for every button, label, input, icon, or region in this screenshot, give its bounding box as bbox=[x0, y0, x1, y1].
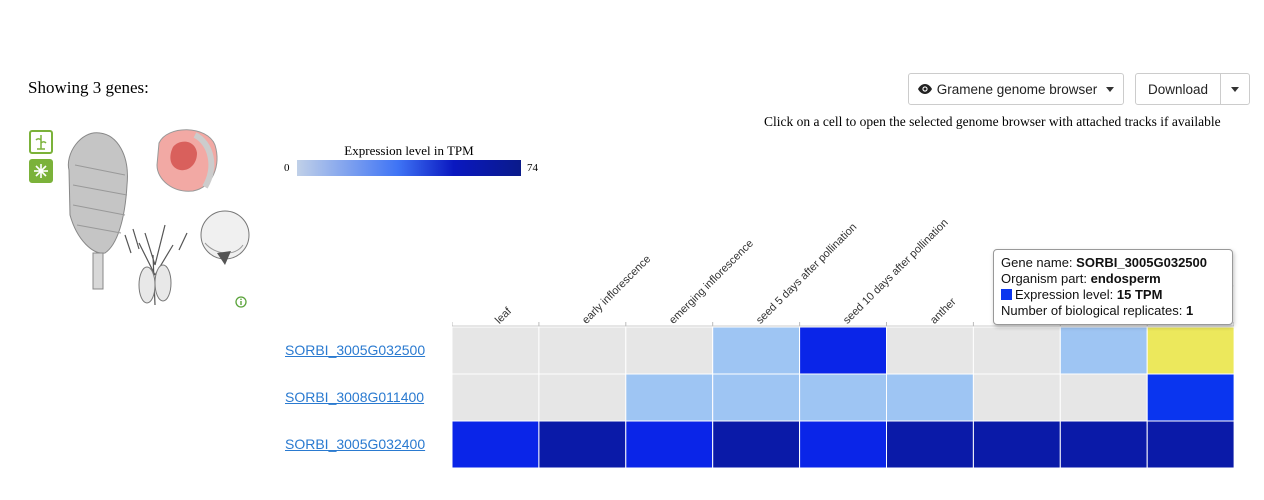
legend-gradient-bar bbox=[297, 160, 521, 176]
panicle-illustration[interactable] bbox=[67, 132, 128, 290]
gene-link[interactable]: SORBI_3005G032500 bbox=[285, 342, 426, 358]
heatmap-cell[interactable] bbox=[799, 373, 888, 422]
heatmap-cell[interactable] bbox=[1146, 326, 1234, 375]
genome-browser-hint: Click on a cell to open the selected gen… bbox=[764, 114, 1221, 129]
heatmap-cell[interactable] bbox=[625, 420, 714, 469]
chevron-down-icon bbox=[1231, 86, 1239, 92]
heatmap-cell[interactable] bbox=[712, 326, 801, 375]
heatmap-cell[interactable] bbox=[886, 373, 974, 422]
heatmap-cell[interactable] bbox=[1146, 373, 1234, 422]
heatmap-cell[interactable] bbox=[625, 326, 714, 375]
heatmap-cell[interactable] bbox=[886, 326, 974, 375]
whole-seed-illustration[interactable] bbox=[200, 210, 250, 265]
tooltip-level-label: Expression level: bbox=[1015, 287, 1114, 302]
tooltip-level-value: 15 TPM bbox=[1116, 287, 1163, 302]
column-header[interactable]: emerging inflorescence bbox=[667, 237, 757, 327]
flower-view-icon[interactable] bbox=[29, 159, 53, 183]
legend-title: Expression level in TPM bbox=[344, 143, 474, 158]
heatmap-cell[interactable] bbox=[1059, 420, 1148, 469]
heatmap-cell[interactable] bbox=[1059, 373, 1148, 422]
heatmap-cell[interactable] bbox=[625, 373, 714, 422]
tooltip-gene-value: SORBI_3005G032500 bbox=[1076, 255, 1207, 270]
download-button[interactable]: Download bbox=[1135, 73, 1221, 105]
heatmap-cell[interactable] bbox=[972, 373, 1061, 422]
heatmap-cell[interactable] bbox=[1146, 420, 1234, 469]
tooltip-gene-label: Gene name: bbox=[1001, 255, 1073, 270]
heatmap-cell[interactable] bbox=[886, 420, 974, 469]
heatmap-cell[interactable] bbox=[452, 420, 540, 469]
showing-genes-heading: Showing 3 genes: bbox=[28, 78, 149, 97]
tooltip-replicates-label: Number of biological replicates: bbox=[1001, 303, 1183, 318]
heatmap-cell[interactable] bbox=[538, 420, 627, 469]
eye-icon bbox=[917, 82, 932, 97]
sorghum-anatomogram bbox=[67, 129, 250, 306]
heatmap-cell-tooltip: Gene name: SORBI_3005G032500 Organism pa… bbox=[993, 249, 1233, 325]
heatmap-cell[interactable] bbox=[972, 326, 1061, 375]
tooltip-organism-label: Organism part: bbox=[1001, 271, 1087, 286]
seed-section-illustration[interactable] bbox=[156, 129, 218, 192]
tooltip-organism-value: endosperm bbox=[1090, 271, 1161, 286]
heatmap-cell[interactable] bbox=[452, 373, 540, 422]
column-header[interactable]: seed 5 days after pollination bbox=[754, 221, 860, 327]
heatmap-cell[interactable] bbox=[712, 420, 801, 469]
genome-browser-label: Gramene genome browser bbox=[936, 81, 1098, 97]
info-icon[interactable] bbox=[235, 296, 247, 308]
heatmap-cell[interactable] bbox=[452, 326, 540, 375]
flower-illustration[interactable] bbox=[124, 224, 188, 306]
chevron-down-icon bbox=[1106, 86, 1115, 92]
heatmap-cell[interactable] bbox=[799, 420, 888, 469]
download-options-toggle[interactable] bbox=[1220, 73, 1250, 105]
heatmap-cell[interactable] bbox=[538, 373, 627, 422]
heatmap-cell[interactable] bbox=[538, 326, 627, 375]
column-header[interactable]: early inflorescence bbox=[580, 253, 654, 327]
heatmap-cell[interactable] bbox=[712, 373, 801, 422]
legend-max-value: 74 bbox=[527, 162, 538, 174]
gene-link[interactable]: SORBI_3008G011400 bbox=[285, 389, 425, 405]
plant-view-icon[interactable] bbox=[29, 130, 53, 154]
gene-link[interactable]: SORBI_3005G032400 bbox=[285, 436, 426, 452]
tooltip-replicates-value: 1 bbox=[1186, 303, 1194, 318]
tooltip-color-swatch bbox=[1001, 289, 1012, 300]
expression-heatmap bbox=[452, 322, 1234, 469]
heatmap-cell[interactable] bbox=[972, 420, 1061, 469]
legend-min-value: 0 bbox=[284, 162, 290, 174]
heatmap-cell[interactable] bbox=[799, 326, 888, 375]
heatmap-cell[interactable] bbox=[1059, 326, 1148, 375]
genome-browser-dropdown[interactable]: Gramene genome browser bbox=[908, 73, 1124, 105]
